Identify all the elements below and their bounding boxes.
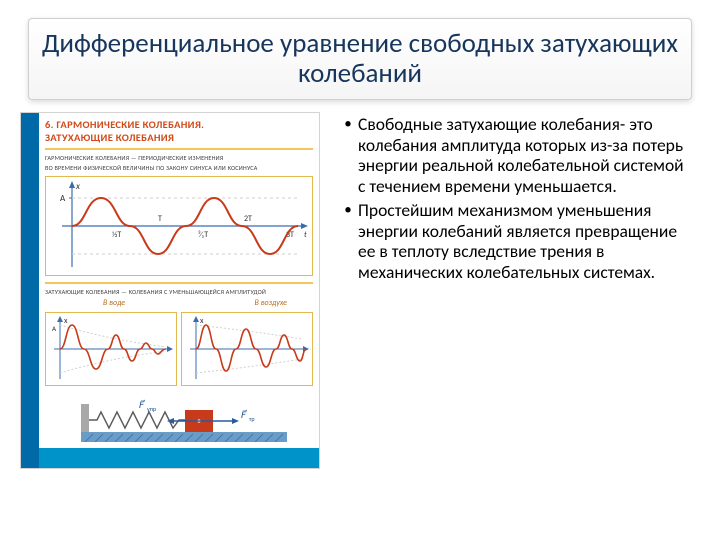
bullets-list: • Свободные затухающие колебания- это ко…	[338, 114, 690, 282]
svg-text:x: x	[64, 316, 68, 326]
poster-body: 6. ГАРМОНИЧЕСКИЕ КОЛЕБАНИЯ. ЗАТУХАЮЩИЕ К…	[39, 113, 319, 467]
damped-charts-row: x A	[45, 308, 313, 392]
slide-title-bar: Дифференциальное уравнение свободных зат…	[28, 18, 692, 100]
damped-chart-water: x A	[45, 312, 177, 386]
bullet-text: Простейшим механизмом уменьшения энергии…	[358, 200, 690, 282]
svg-text:2T: 2T	[244, 214, 252, 224]
medium-left-label: В воде	[103, 298, 125, 308]
poster-strip	[45, 148, 313, 150]
svg-text:x: x	[75, 181, 80, 192]
poster-column: 6. ГАРМОНИЧЕСКИЕ КОЛЕБАНИЯ. ЗАТУХАЮЩИЕ К…	[20, 112, 320, 468]
poster-spine	[21, 113, 39, 467]
svg-text:T: T	[158, 214, 162, 224]
medium-labels: В воде В воздухе	[45, 298, 313, 308]
bullet-icon: •	[338, 114, 358, 196]
bullets-column: • Свободные затухающие колебания- это ко…	[338, 112, 690, 468]
harmonic-chart: x A t ½T T ³⁄₂T 2T 3T	[45, 176, 313, 276]
svg-text:x: x	[200, 316, 204, 326]
svg-text:F⃗: F⃗	[241, 409, 247, 421]
svg-text:t: t	[304, 230, 307, 240]
physics-poster: 6. ГАРМОНИЧЕСКИЕ КОЛЕБАНИЯ. ЗАТУХАЮЩИЕ К…	[20, 112, 320, 468]
poster-subtext-2: ВО ВРЕМЕНИ ФИЗИЧЕСКОЙ ВЕЛИЧИНЫ ПО ЗАКОНУ…	[45, 164, 313, 172]
slide-title: Дифференциальное уравнение свободных зат…	[37, 29, 683, 89]
damped-caption: ЗАТУХАЮЩИЕ КОЛЕБАНИЯ — КОЛЕБАНИЯ С УМЕНЬ…	[45, 288, 313, 296]
bullet-icon: •	[338, 200, 358, 282]
bullet-text: Свободные затухающие колебания- это коле…	[358, 114, 690, 196]
poster-heading-line2: ЗАТУХАЮЩИЕ КОЛЕБАНИЯ	[45, 131, 174, 144]
svg-text:½T: ½T	[112, 230, 121, 240]
poster-strip-2	[45, 282, 313, 284]
poster-subtext-1: ГАРМОНИЧЕСКИЕ КОЛЕБАНИЯ — ПЕРИОДИЧЕСКИЕ …	[45, 154, 313, 162]
svg-text:A: A	[60, 193, 66, 204]
poster-heading-line1: 6. ГАРМОНИЧЕСКИЕ КОЛЕБАНИЯ.	[45, 118, 204, 131]
medium-right-label: В воздухе	[255, 298, 287, 308]
svg-text:тр: тр	[249, 415, 254, 423]
list-item: • Простейшим механизмом уменьшения энерг…	[338, 200, 690, 282]
svg-text:F⃗: F⃗	[139, 399, 145, 411]
poster-footer	[39, 448, 319, 468]
list-item: • Свободные затухающие колебания- это ко…	[338, 114, 690, 196]
spring-mass-diagram: F⃗ упр F⃗ тр	[81, 398, 293, 442]
poster-heading: 6. ГАРМОНИЧЕСКИЕ КОЛЕБАНИЯ. ЗАТУХАЮЩИЕ К…	[45, 119, 313, 143]
svg-text:³⁄₂T: ³⁄₂T	[198, 230, 208, 240]
damped-chart-air: x	[181, 312, 313, 386]
content-row: 6. ГАРМОНИЧЕСКИЕ КОЛЕБАНИЯ. ЗАТУХАЮЩИЕ К…	[20, 112, 700, 468]
svg-text:упр: упр	[147, 405, 156, 413]
svg-text:A: A	[52, 324, 57, 333]
